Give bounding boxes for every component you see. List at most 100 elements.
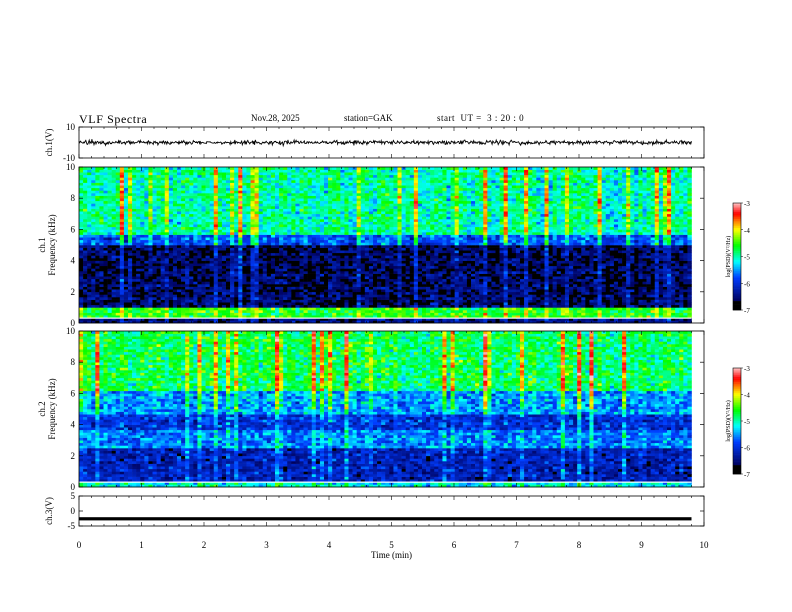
ch1-spec-cell [438,299,443,303]
ch1-spec-cell [642,291,647,295]
ch1-spec-cell [422,304,427,308]
ch1-spec-cell [687,312,692,316]
ch1-spec-cell [177,271,182,274]
ch1-spec-cell [234,302,239,306]
ch1-spec-cell [103,307,108,311]
ch1-spec-cell [434,265,439,269]
ch1-spec-cell [654,310,660,313]
ch1-spec-cell [507,281,513,285]
ch1-spec-cell [569,284,574,287]
ch1-spec-cell [573,310,578,313]
ch1-spec-cell [299,281,304,285]
ch1-spec-cell [283,247,288,251]
ch1-spec-cell [626,258,631,261]
ch1-spec-cell [185,268,190,272]
ch1-spec-cell [185,281,190,285]
ch1-spec-cell [217,268,223,272]
ch1-spec-cell [454,315,460,319]
ch1-spec-cell [270,276,276,280]
ch1-spec-cell [258,237,264,241]
ch1-spec-cell [622,268,627,272]
ch1-spec-cell [430,294,435,298]
ch1-spec-cell [234,258,239,261]
ch1-spec-cell [254,271,259,274]
ch1-spec-cell [528,291,533,295]
ch1-spec-cell [630,291,635,295]
ch1-spec-cell [385,281,390,285]
ch1-spec-cell [152,245,157,248]
ch1-spec-cell [581,273,586,277]
ch1-spec-cell [638,258,643,261]
ch1-spec-cell [446,294,451,298]
ch1-spec-cell [315,268,321,272]
ch1-spec-cell [91,250,96,254]
ch1-spec-cell [381,260,386,264]
ch1-spec-cell [466,278,472,282]
ch1-spec-cell [254,252,259,256]
ch1-spec-cell [217,247,223,251]
ch1-spec-cell [434,302,439,306]
ch1-spec-cell [434,255,439,259]
ch1-spec-cell [128,320,133,324]
ch1-spec-cell [654,320,660,324]
ch1-spec-cell [160,268,166,272]
ch1-spec-cell [430,304,435,308]
ch1-spec-cell [593,297,598,300]
ch1-spec-cell [540,276,545,280]
ch1-spec-cell [458,242,464,246]
ch1-spec-cell [136,281,141,285]
ch1-spec-cell [401,278,406,282]
ch1-spec-cell [393,278,398,282]
ch1-spec-cell [589,304,594,308]
ch1-spec-cell [507,268,513,272]
ch1-spec-cell [511,304,517,308]
ch1-spec-cell [291,302,296,306]
ch1-spec-cell [536,281,541,285]
ch1-spec-cell [328,317,333,321]
ch1-spec-cell [524,302,529,306]
ch1-spec-cell [601,294,607,298]
ch1-spec-cell [532,310,537,313]
ch1-spec-cell [177,299,182,303]
ch1-spec-cell [618,265,623,269]
ch1-spec-cell [495,286,500,290]
ch1-spec-cell [638,273,643,277]
ch1-spec-cell [548,255,553,259]
ch1-spec-cell [348,294,353,298]
ch1-spec-cell [275,304,280,308]
ch1-spec-cell [454,299,460,303]
ch1-spec-cell [658,299,664,303]
ch1-spec-cell [405,258,411,261]
ch1-spec-cell [148,245,153,248]
ch1-spec-cell [479,317,484,321]
ch1-spec-cell [287,276,292,280]
ch1-spec-cell [181,252,186,256]
ch1-spec-cell [385,312,390,316]
ch1-spec-cell [348,263,353,267]
ch1-spec-cell [667,245,672,248]
ch1-spec-cell [209,237,215,241]
ch1-spec-cell [597,255,602,259]
ch1-spec-cell [544,268,549,272]
ch1-spec-cell [128,247,133,251]
ch1-spec-cell [515,271,521,274]
ch1-spec-cell [556,310,562,313]
ch1-spec-cell [483,268,488,272]
ch1-spec-cell [487,263,492,267]
ch1-spec-cell [152,289,157,293]
ch1-spec-cell [626,271,631,274]
ch1-spec-cell [646,312,651,316]
ch1-spec-cell [230,289,235,293]
ch1-spec-cell [573,250,578,254]
ch1-spec-cell [556,294,562,298]
ch1-spec-cell [79,268,84,272]
ch1-spec-cell [311,294,317,298]
ch1-spec-cell [172,273,178,277]
ch1-spec-cell [356,250,362,254]
ch1-spec-cell [209,320,215,324]
ch1-spec-cell [315,263,321,267]
ch1-spec-cell [168,297,174,300]
ch1-spec-cell [368,255,374,259]
ch1-spec-cell [299,284,304,287]
ch1-spec-cell [544,302,549,306]
